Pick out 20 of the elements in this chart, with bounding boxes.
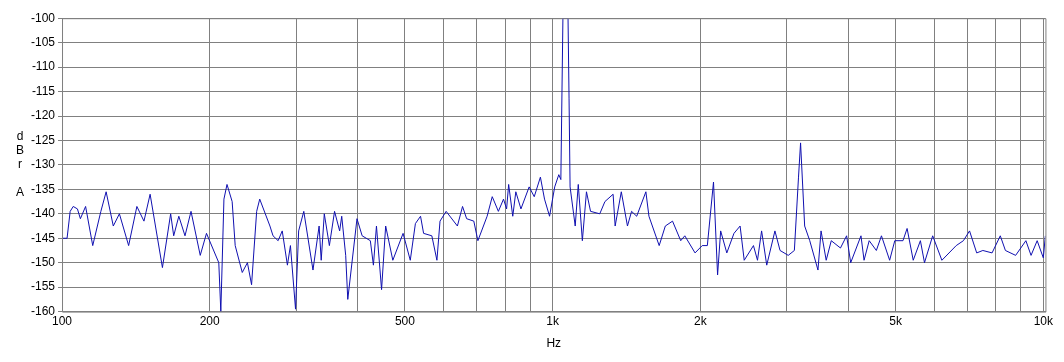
y-tick-label: -140	[30, 206, 56, 221]
y-tick-label: -105	[30, 34, 56, 49]
x-tick-label: 5k	[889, 314, 903, 329]
x-tick-label: 500	[394, 314, 416, 329]
y-tick-label: -150	[30, 255, 56, 270]
x-tick-label: 1k	[546, 314, 560, 329]
x-tick-label: 2k	[694, 314, 708, 329]
x-axis-title: Hz	[546, 336, 562, 351]
y-tick-label: -145	[30, 230, 56, 245]
y-tick-label: -155	[30, 279, 56, 294]
y-tick-label: -120	[30, 108, 56, 123]
x-tick-label: 200	[199, 314, 221, 329]
y-tick-label: -135	[30, 181, 56, 196]
y-tick-label: -115	[31, 83, 56, 98]
x-tick-label: 10k	[1033, 314, 1054, 329]
y-tick-label: -110	[31, 59, 56, 74]
y-tick-label: -130	[30, 157, 56, 172]
y-tick-label: -125	[30, 132, 56, 147]
y-tick-label: -100	[30, 10, 56, 25]
y-axis-title: dBr A	[15, 129, 25, 200]
